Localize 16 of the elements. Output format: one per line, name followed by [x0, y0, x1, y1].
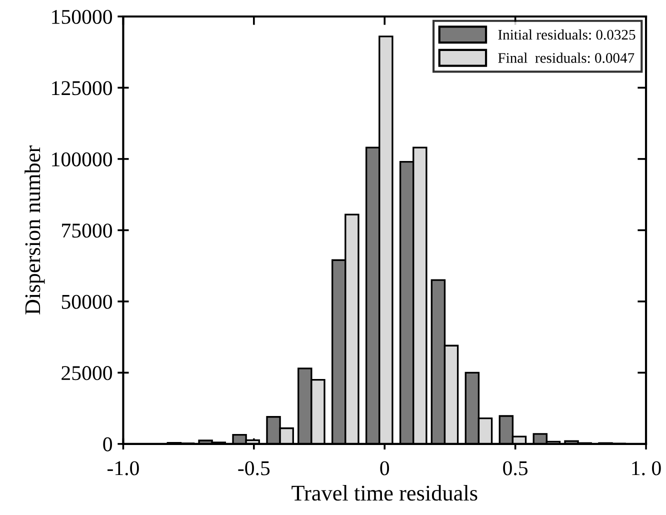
- legend-label: Initial residuals: 0.0325: [498, 29, 636, 40]
- y-tick-label: 100000: [52, 152, 112, 166]
- y-tick-label: 75000: [62, 224, 112, 238]
- y-tick-label: 50000: [62, 294, 112, 309]
- y-tick-label: 0: [103, 437, 112, 452]
- legend-label: Final residuals: 0.0047: [498, 52, 634, 63]
- y-axis-title: Dispersion number: [24, 146, 45, 314]
- y-tick-label: 125000: [52, 81, 112, 96]
- x-tick-label: -0.5: [238, 461, 270, 476]
- x-tick-label: 1. 0: [632, 461, 661, 476]
- x-tick-label: 0.5: [503, 461, 528, 476]
- x-axis-title: Travel time residuals: [292, 485, 478, 501]
- x-tick-label: -1.0: [107, 461, 139, 476]
- x-tick-label: 0: [380, 461, 390, 476]
- y-tick-label: 150000: [52, 10, 112, 24]
- y-tick-label: 25000: [62, 366, 112, 380]
